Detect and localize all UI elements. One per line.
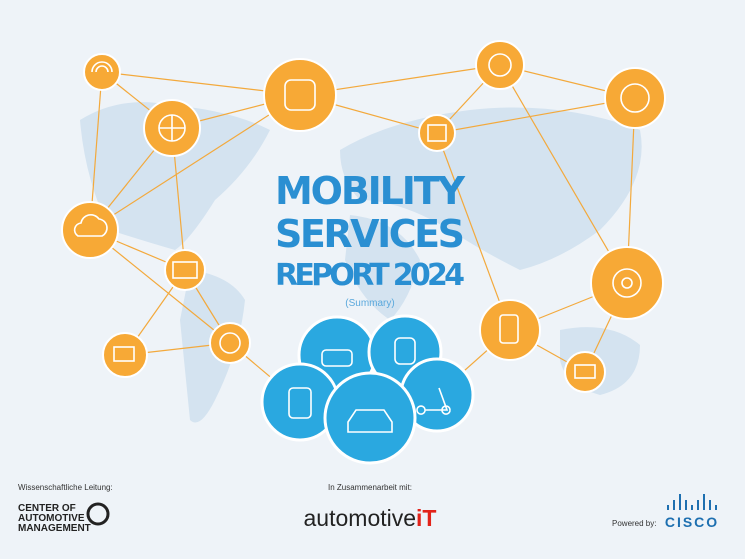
caption: Powered by: [612, 519, 656, 528]
partner-logo: automotiveiT [304, 505, 437, 531]
logo-line: AUTOMOTIVE [18, 513, 85, 524]
footer: Wissenschaftliche Leitung: CENTER OF AUT… [18, 483, 719, 534]
title-line: REPORT 2024 [275, 258, 465, 293]
logo-text: automotive [304, 505, 417, 531]
logo-line: MANAGEMENT [18, 523, 91, 534]
orange-nodes [61, 40, 666, 393]
logo-line: CENTER OF [18, 503, 76, 514]
subtitle: (Summary) [345, 298, 394, 309]
caption: In Zusammenarbeit mit: [328, 483, 412, 492]
title-line: SERVICES [275, 212, 465, 256]
vehicle-nodes [260, 314, 475, 465]
caption: Wissenschaftliche Leitung: [18, 483, 113, 492]
logo-wheel [86, 502, 110, 526]
cisco-logo: CISCO [665, 514, 719, 530]
title: MOBILITY SERVICES REPORT 2024 (Summary) [275, 169, 465, 309]
title-line: MOBILITY [275, 169, 465, 213]
cisco-bars [667, 494, 717, 510]
logo-accent: iT [416, 505, 436, 531]
